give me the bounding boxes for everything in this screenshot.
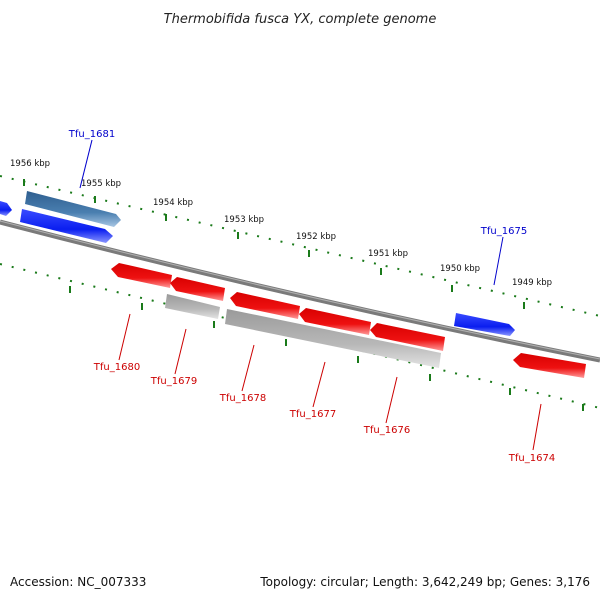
gene-tfu-1679[interactable] [170, 277, 225, 301]
map-title: Thermobifida fusca YX, complete genome [164, 12, 437, 27]
scale-label: 1956 kbp [10, 159, 50, 169]
gene-tfu-1681-paralog[interactable] [20, 209, 113, 243]
reverse-genes [111, 263, 586, 378]
scale-labels: 1956 kbp 1955 kbp 1954 kbp 1953 kbp 1952… [10, 159, 552, 288]
gene-tfu-1676[interactable] [370, 323, 445, 351]
gene-label-tfu-1680[interactable]: Tfu_1680 [93, 362, 140, 373]
gene-tfu-1678-gray[interactable] [225, 309, 441, 368]
scale-label: 1950 kbp [440, 264, 480, 274]
gene-label-tfu-1675[interactable]: Tfu_1675 [480, 226, 527, 237]
gene-tfu-1674[interactable] [513, 353, 586, 378]
scale-label: 1951 kbp [368, 249, 408, 259]
gene-label-tfu-1676[interactable]: Tfu_1676 [363, 425, 410, 436]
gene-label-tfu-1681[interactable]: Tfu_1681 [68, 129, 115, 140]
gene-label-tfu-1678[interactable]: Tfu_1678 [219, 393, 266, 404]
forward-genes [0, 191, 515, 336]
genome-backbone [0, 219, 600, 363]
scale-label: 1949 kbp [512, 278, 552, 288]
gene-tfu-1675[interactable] [454, 313, 515, 336]
gene-tfu-1678[interactable] [230, 292, 300, 319]
scale-label: 1952 kbp [296, 232, 336, 242]
accession-text: Accession: NC_007333 [10, 575, 146, 589]
scale-label: 1953 kbp [224, 215, 264, 225]
gene-label-tfu-1677[interactable]: Tfu_1677 [289, 409, 336, 420]
gene-tfu-1677[interactable] [299, 308, 371, 335]
gene-labels: Tfu_1681 Tfu_1675 Tfu_1680 Tfu_1679 Tfu_… [68, 129, 555, 464]
label-leaders [79, 139, 542, 451]
scale-label: 1955 kbp [81, 179, 121, 189]
gene-tfu-1681[interactable] [25, 191, 121, 227]
gene-tfu-1682[interactable] [0, 201, 12, 216]
gene-tfu-1680[interactable] [111, 263, 172, 288]
reverse-major-ticks [69, 286, 584, 411]
gene-tfu-1679-gray[interactable] [165, 294, 220, 319]
scale-label: 1954 kbp [153, 198, 193, 208]
gene-label-tfu-1679[interactable]: Tfu_1679 [150, 376, 197, 387]
gene-label-tfu-1674[interactable]: Tfu_1674 [508, 453, 555, 464]
genome-summary-text: Topology: circular; Length: 3,642,249 bp… [259, 575, 590, 589]
forward-major-ticks [23, 179, 525, 309]
